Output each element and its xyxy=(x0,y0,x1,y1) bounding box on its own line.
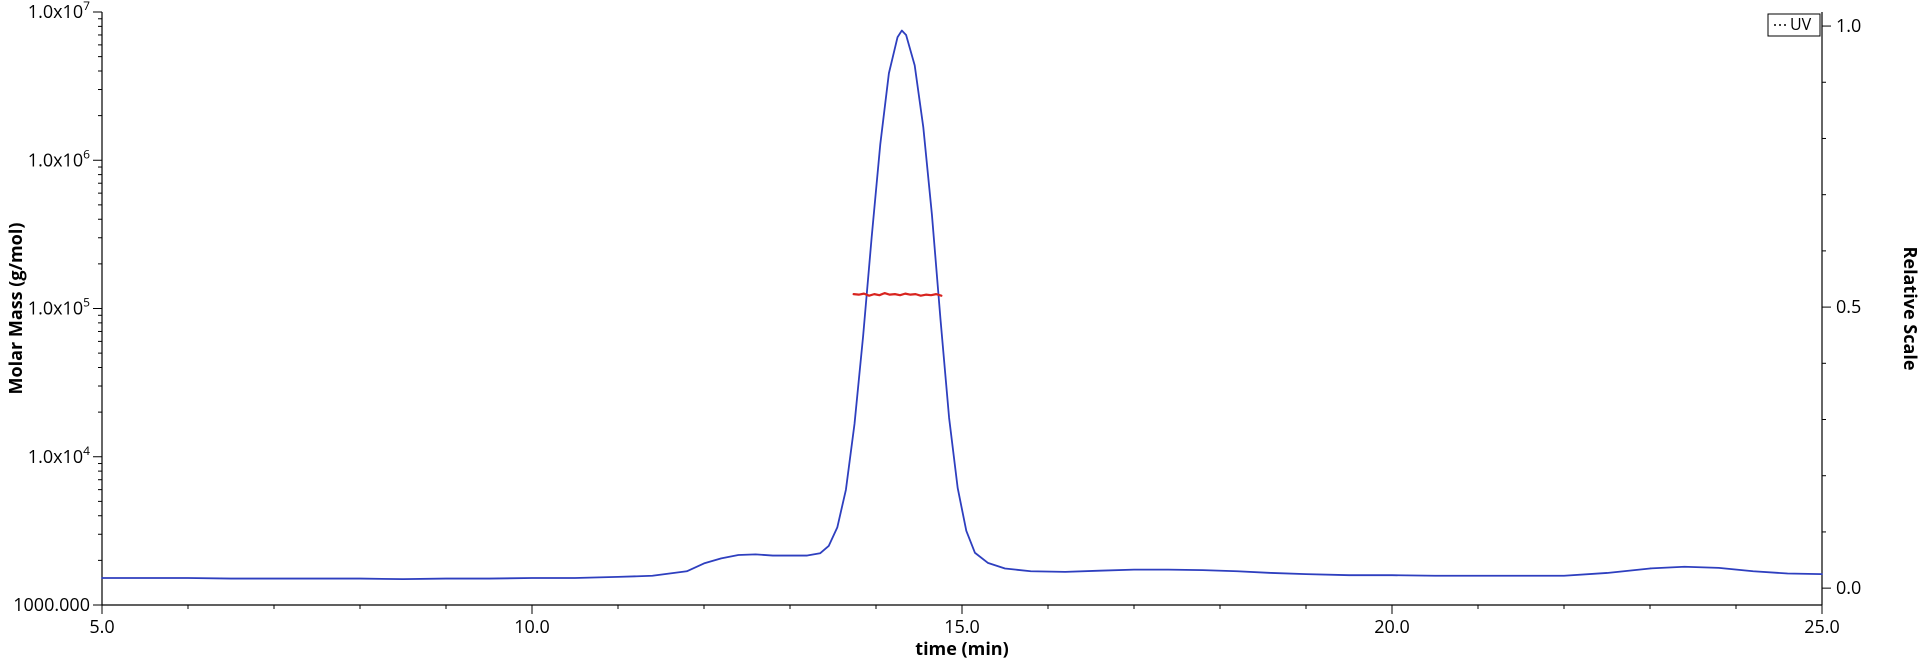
svg-text:1.0x107: 1.0x107 xyxy=(28,0,90,24)
svg-text:1.0x105: 1.0x105 xyxy=(28,293,90,321)
svg-text:5.0: 5.0 xyxy=(89,615,114,639)
svg-text:1.0: 1.0 xyxy=(1836,14,1861,38)
svg-text:15.0: 15.0 xyxy=(944,615,980,639)
svg-text:0.0: 0.0 xyxy=(1836,576,1861,600)
svg-text:Relative Scale: Relative Scale xyxy=(1898,247,1920,371)
chromatogram-chart: 5.0 10.0 15.0 20.0 25.0 time (min) 1000.000 1.0… xyxy=(0,0,1920,672)
svg-text:UV: UV xyxy=(1790,13,1812,35)
svg-text:time (min): time (min) xyxy=(915,637,1009,661)
svg-text:25.0: 25.0 xyxy=(1804,615,1840,639)
svg-text:10.0: 10.0 xyxy=(514,615,550,639)
svg-text:Molar Mass (g/mol): Molar Mass (g/mol) xyxy=(4,223,28,395)
svg-text:20.0: 20.0 xyxy=(1374,615,1410,639)
svg-text:1000.000: 1000.000 xyxy=(13,593,90,617)
svg-text:1.0x106: 1.0x106 xyxy=(28,145,90,173)
svg-text:1.0x104: 1.0x104 xyxy=(28,441,90,469)
svg-text:0.5: 0.5 xyxy=(1836,295,1861,319)
